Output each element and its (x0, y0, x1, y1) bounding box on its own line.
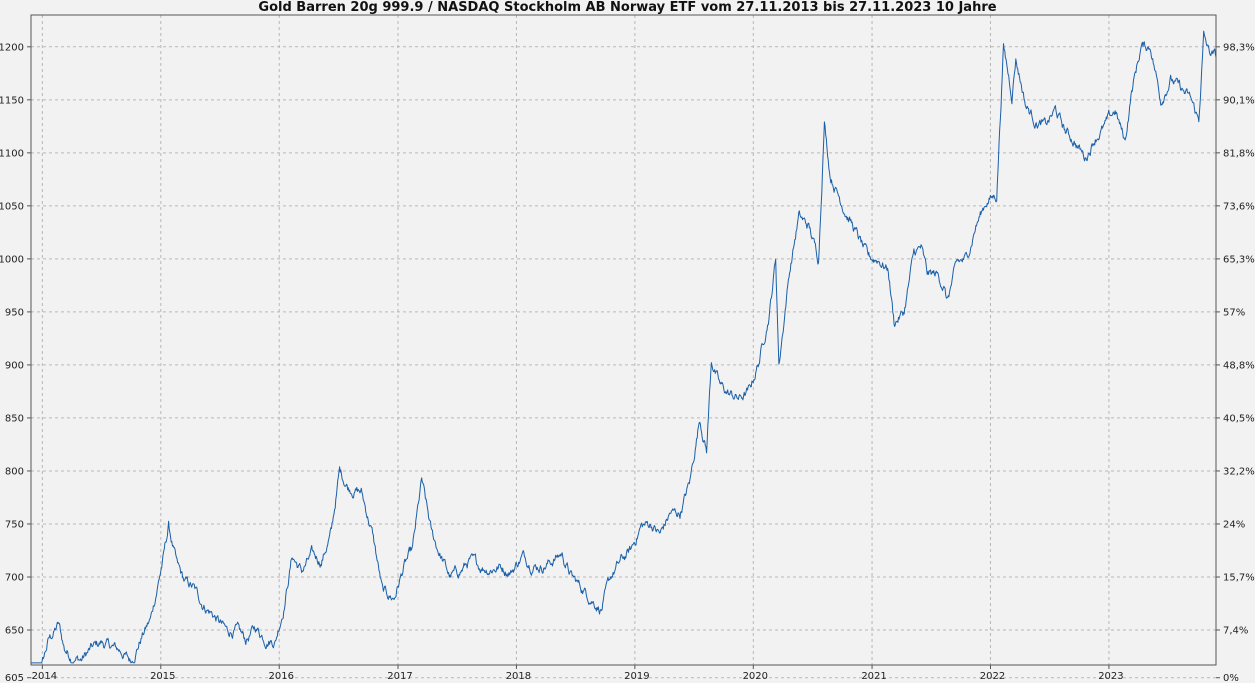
x-tick-label: 2021 (861, 671, 886, 682)
y-tick-label: 950 (5, 307, 24, 318)
y2-tick-label: 40,5% (1223, 413, 1255, 424)
left-axis: 605 650 700 750 800 850 900 950 1000 1050 1100 1150… (0, 42, 31, 683)
y2-tick-label: 57% (1223, 307, 1245, 318)
y-tick-label: 650 (5, 626, 24, 637)
y-tick-label: 1200 (0, 42, 24, 53)
y-tick-label: 750 (5, 519, 24, 530)
y2-tick-label: 0% (1223, 673, 1239, 683)
gridlines (31, 15, 1216, 679)
y2-tick-label: 48,8% (1223, 360, 1255, 371)
y-tick-label: 1050 (0, 201, 24, 212)
x-axis: 2014 2015 2016 2017 2018 2019 2020 2021 2022 2023 (32, 665, 1124, 682)
y2-tick-label: 65,3% (1223, 254, 1255, 265)
x-tick-label: 2017 (387, 671, 412, 682)
y-tick-label: 605 (5, 673, 24, 683)
y-tick-label: 1000 (0, 254, 24, 265)
y-tick-label: 1100 (0, 148, 24, 159)
chart-title: Gold Barren 20g 999.9 / NASDAQ Stockholm… (258, 0, 997, 15)
x-tick-label: 2019 (624, 671, 649, 682)
y-tick-label: 800 (5, 466, 24, 477)
y2-tick-label: 73,6% (1223, 201, 1255, 212)
y-tick-label: 900 (5, 360, 24, 371)
y-tick-label: 700 (5, 572, 24, 583)
x-tick-label: 2020 (743, 671, 768, 682)
plot-frame (30, 14, 1217, 666)
x-tick-label: 2016 (269, 671, 294, 682)
y2-tick-label: 98,3% (1223, 42, 1255, 53)
y2-tick-label: 15,7% (1223, 572, 1255, 583)
y-tick-label: 1150 (0, 95, 24, 106)
x-tick-label: 2022 (980, 671, 1005, 682)
x-tick-label: 2018 (506, 671, 531, 682)
y2-tick-label: 81,8% (1223, 148, 1255, 159)
x-tick-label: 2014 (32, 671, 57, 682)
y-tick-label: 850 (5, 413, 24, 424)
y2-tick-label: 32,2% (1223, 466, 1255, 477)
y2-tick-label: 7,4% (1223, 626, 1248, 637)
right-axis: 0% 7,4% 15,7% 24% 32,2% 40,5% 48,8% 57% 65,3% 73,… (1216, 42, 1255, 683)
x-tick-label: 2015 (150, 671, 175, 682)
series-line-0 (31, 30, 1217, 664)
y2-tick-label: 90,1% (1223, 95, 1255, 106)
y2-tick-label: 24% (1223, 519, 1245, 530)
series-layer (31, 30, 1217, 664)
x-tick-label: 2023 (1098, 671, 1123, 682)
